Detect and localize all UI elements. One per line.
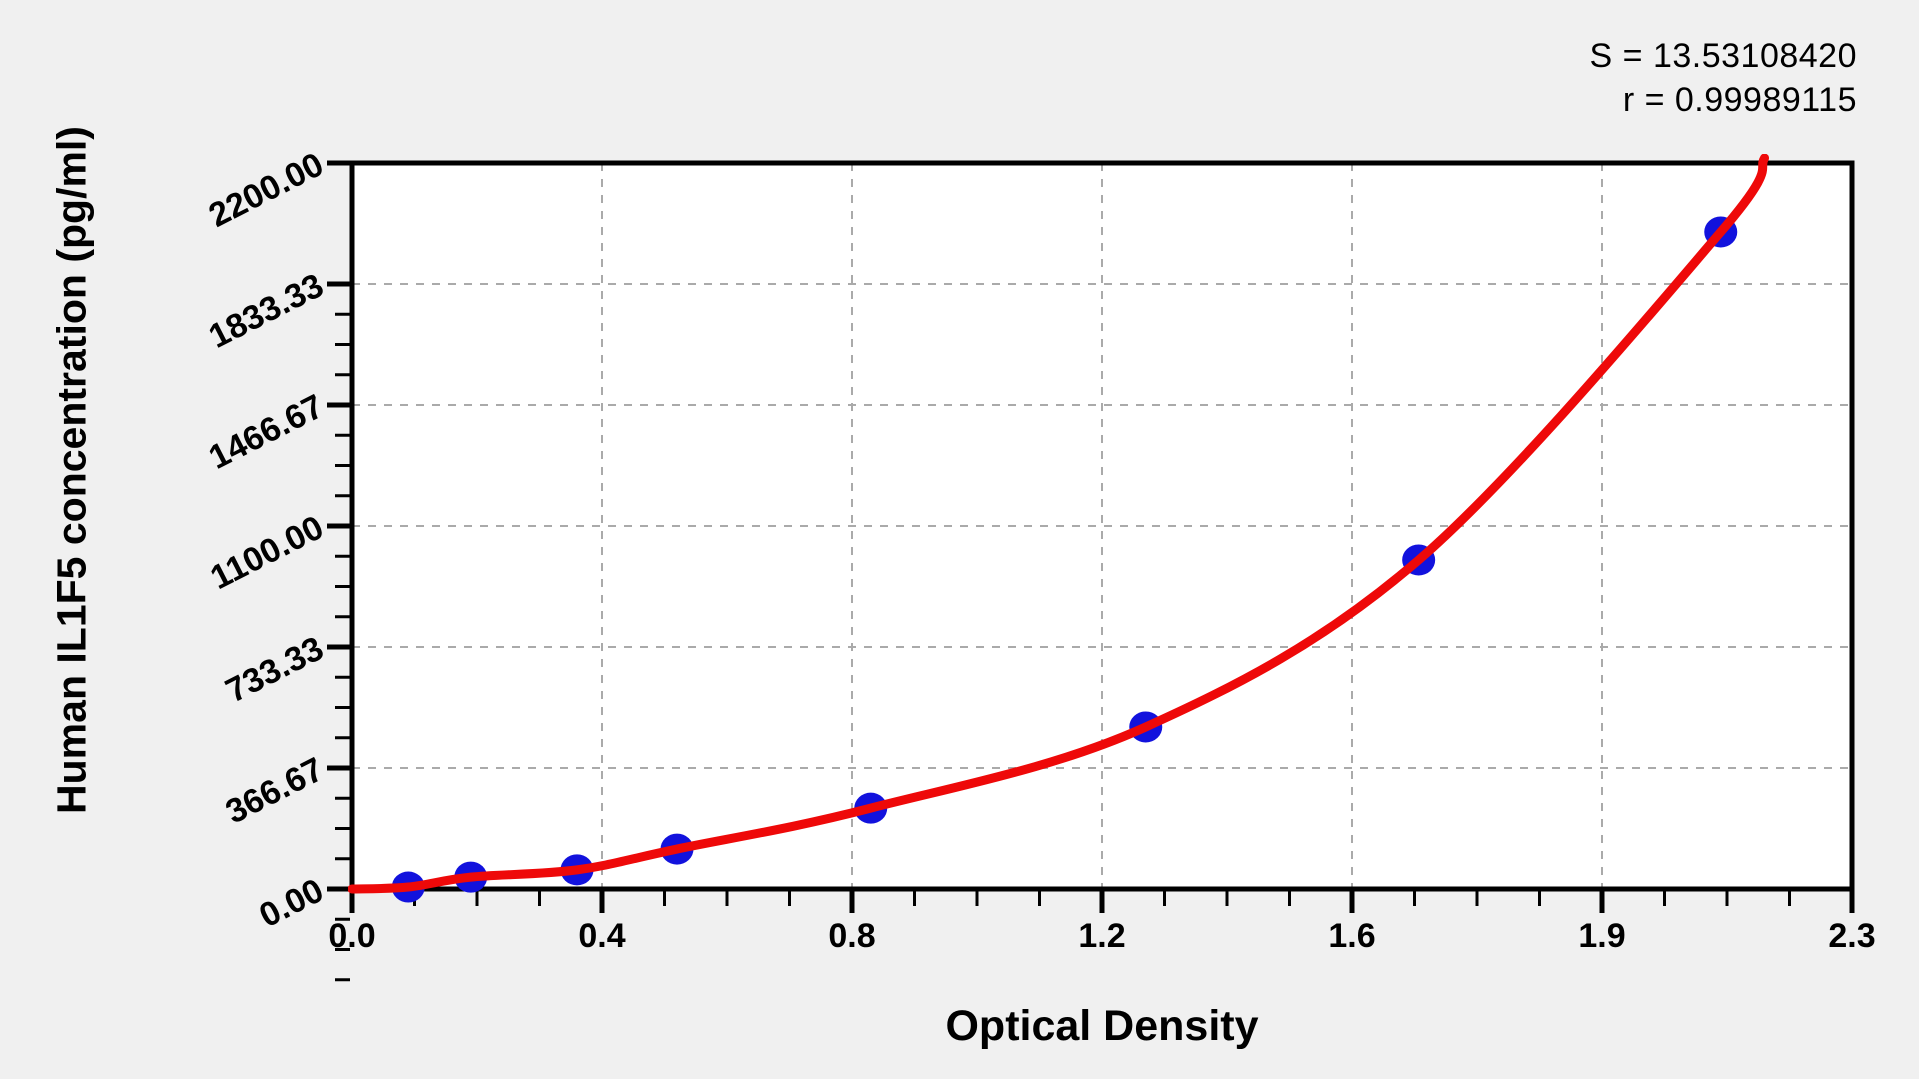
- y-tick-label: 1466.67: [203, 387, 330, 477]
- x-tick-label: 0.0: [328, 917, 375, 955]
- x-tick-label: 1.2: [1078, 917, 1125, 955]
- y-tick-label: 1833.33: [203, 266, 330, 356]
- y-tick-label: 1100.00: [205, 508, 330, 597]
- x-axis-title: Optical Density: [945, 1002, 1259, 1050]
- y-tick-label: 366.67: [220, 750, 330, 831]
- y-tick-label: 733.33: [220, 629, 330, 710]
- stat-r-line: r = 0.99989115: [1622, 81, 1857, 119]
- x-tick-label: 0.4: [578, 917, 625, 955]
- x-tick-label: 0.8: [828, 917, 875, 955]
- x-tick-label: 1.6: [1328, 917, 1375, 955]
- x-tick-label: 2.3: [1828, 917, 1875, 955]
- stat-s-line: S = 13.53108420: [1589, 37, 1857, 75]
- y-tick-label: 0.00: [253, 871, 329, 935]
- fitted-curve: [348, 154, 1769, 894]
- fit-statistics: S = 13.53108420 r = 0.99989115: [1590, 34, 1857, 122]
- x-tick-label: 1.9: [1578, 917, 1625, 955]
- y-tick-label: 2200.00: [203, 145, 330, 235]
- plot-frame: [349, 160, 1855, 892]
